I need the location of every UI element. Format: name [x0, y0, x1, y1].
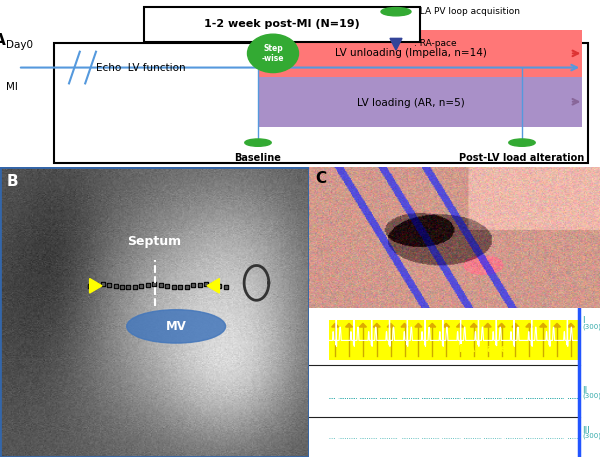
- Polygon shape: [373, 324, 380, 327]
- Text: Septum: Septum: [127, 235, 182, 248]
- Circle shape: [509, 139, 535, 146]
- Text: Echo  LV function: Echo LV function: [96, 63, 186, 73]
- Text: B: B: [6, 174, 18, 189]
- Text: MI: MI: [6, 82, 18, 92]
- Text: Day0: Day0: [6, 40, 33, 50]
- Polygon shape: [484, 324, 491, 327]
- Text: III: III: [583, 426, 590, 435]
- Polygon shape: [457, 324, 463, 327]
- Circle shape: [381, 7, 411, 16]
- Polygon shape: [415, 324, 422, 327]
- Text: RA-pace: RA-pace: [460, 344, 508, 354]
- Text: LV unloading (Impella, n=14): LV unloading (Impella, n=14): [335, 48, 487, 58]
- Polygon shape: [443, 324, 449, 327]
- Bar: [329, 320, 578, 361]
- Text: 1-2 week post-MI (N=19): 1-2 week post-MI (N=19): [204, 19, 360, 29]
- Polygon shape: [512, 324, 519, 327]
- Polygon shape: [498, 324, 505, 327]
- Polygon shape: [387, 324, 394, 327]
- FancyBboxPatch shape: [54, 43, 588, 164]
- FancyBboxPatch shape: [144, 7, 420, 42]
- Text: II: II: [583, 386, 588, 395]
- Text: Step
-wise: Step -wise: [262, 44, 284, 63]
- Bar: [258, 77, 582, 127]
- Text: Post-LV load alteration: Post-LV load alteration: [460, 153, 584, 163]
- Text: D: D: [315, 313, 328, 328]
- Polygon shape: [526, 324, 533, 327]
- Polygon shape: [207, 278, 220, 293]
- Text: C: C: [315, 171, 326, 186]
- Polygon shape: [332, 324, 338, 327]
- Ellipse shape: [248, 34, 299, 73]
- Text: (300): (300): [583, 433, 600, 440]
- Polygon shape: [429, 324, 436, 327]
- Polygon shape: [539, 324, 547, 327]
- Text: : RA-pace: : RA-pace: [414, 39, 457, 48]
- Text: LV loading (AR, n=5): LV loading (AR, n=5): [357, 98, 465, 107]
- Text: (300): (300): [583, 393, 600, 399]
- Text: (300): (300): [583, 323, 600, 329]
- Polygon shape: [554, 324, 560, 327]
- Polygon shape: [401, 324, 408, 327]
- Polygon shape: [346, 324, 353, 327]
- Polygon shape: [470, 324, 478, 327]
- Text: : LA PV loop acquisition: : LA PV loop acquisition: [414, 7, 520, 16]
- Bar: [258, 30, 582, 77]
- Polygon shape: [89, 278, 102, 293]
- Polygon shape: [390, 38, 402, 50]
- Text: A: A: [0, 33, 6, 48]
- Polygon shape: [359, 324, 367, 327]
- Text: I: I: [583, 316, 585, 325]
- Polygon shape: [568, 324, 574, 327]
- Text: Baseline: Baseline: [235, 153, 281, 163]
- Circle shape: [245, 139, 271, 146]
- Ellipse shape: [127, 310, 226, 343]
- Text: MV: MV: [166, 320, 187, 333]
